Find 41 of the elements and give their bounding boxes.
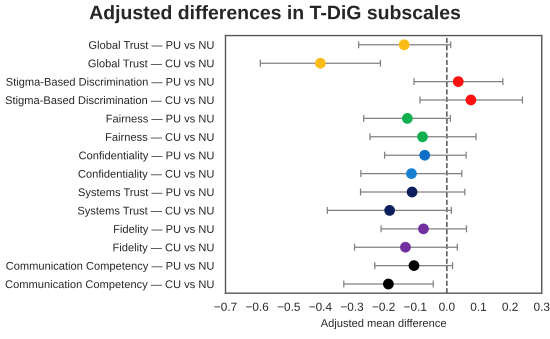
x-tick-label: −0.5	[278, 302, 300, 311]
y-tick-label: Stigma-Based Discrimination — CU vs NU	[6, 96, 214, 106]
x-tick-label: 0.1	[470, 302, 486, 311]
y-tick-label: Fairness — CU vs NU	[106, 132, 214, 141]
point	[314, 58, 326, 69]
point	[406, 186, 418, 198]
point	[408, 260, 420, 272]
chart-title: Adjusted differences in T-DiG subscales	[90, 5, 460, 24]
y-tick-label: Confidentiality — PU vs NU	[79, 151, 214, 162]
point	[384, 205, 396, 216]
x-tick-label: −0.2	[372, 302, 395, 311]
y-tick-label: Fairness — PU vs NU	[106, 114, 214, 123]
y-tick-label: Communication Competency — PU vs NU	[6, 262, 214, 272]
y-tick-label: Fidelity — CU vs NU	[113, 243, 214, 254]
x-axis-title: Adjusted mean difference	[320, 318, 446, 330]
point	[452, 76, 464, 87]
point	[418, 223, 429, 234]
point	[382, 278, 394, 290]
point	[406, 168, 417, 179]
point	[400, 242, 411, 253]
x-tick-label: 0.3	[534, 302, 550, 311]
y-tick-label: Global Trust — PU vs NU	[88, 40, 214, 49]
y-tick-label: Stigma-Based Discrimination — PU vs NU	[6, 78, 214, 88]
y-tick-label: Fidelity — PU vs NU	[114, 224, 214, 236]
x-tick-label: −0.7	[214, 302, 237, 311]
point	[402, 113, 413, 124]
point	[419, 150, 430, 161]
x-tick-label: −0.3	[340, 302, 364, 311]
x-tick-label: 0.2	[502, 302, 518, 311]
x-tick-label: −0.1	[404, 302, 426, 311]
y-tick-label: Confidentiality — CU vs NU	[78, 170, 214, 180]
y-tick-label: Global Trust — CU vs NU	[88, 59, 214, 68]
y-tick-label: Communication Competency — CU vs NU	[6, 280, 214, 290]
y-tick-label: Systems Trust — CU vs NU	[78, 206, 214, 217]
point	[417, 131, 428, 142]
x-tick-label: −0.6	[246, 302, 268, 311]
x-tick-label: −0.4	[309, 302, 332, 311]
y-tick-label: Systems Trust — PU vs NU	[78, 188, 214, 198]
x-tick-label: 0.0	[439, 302, 455, 311]
point	[398, 39, 410, 50]
point	[466, 94, 476, 106]
